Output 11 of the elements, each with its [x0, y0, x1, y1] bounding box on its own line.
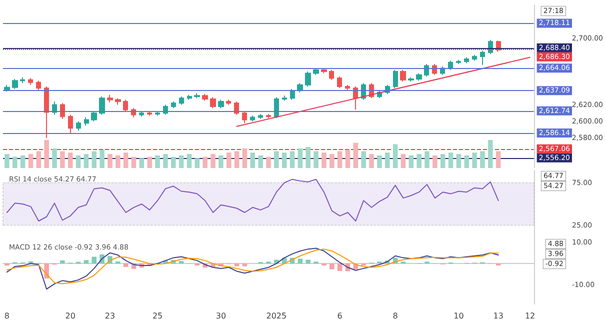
- x-tick-label: 2025: [266, 312, 287, 320]
- x-tick-label: 6: [337, 312, 342, 320]
- x-tick-label: 8: [392, 312, 398, 320]
- x-tick-label: 13: [493, 312, 504, 320]
- x-tick-label: 8: [4, 312, 10, 320]
- x-tick-label: 12: [524, 312, 536, 320]
- x-tick-label: 30: [216, 312, 226, 320]
- x-tick-label: 23: [104, 312, 116, 320]
- x-tick-label: 20: [65, 312, 76, 320]
- x-tick-label: 10: [454, 312, 464, 320]
- x-tick-label: 25: [152, 312, 163, 320]
